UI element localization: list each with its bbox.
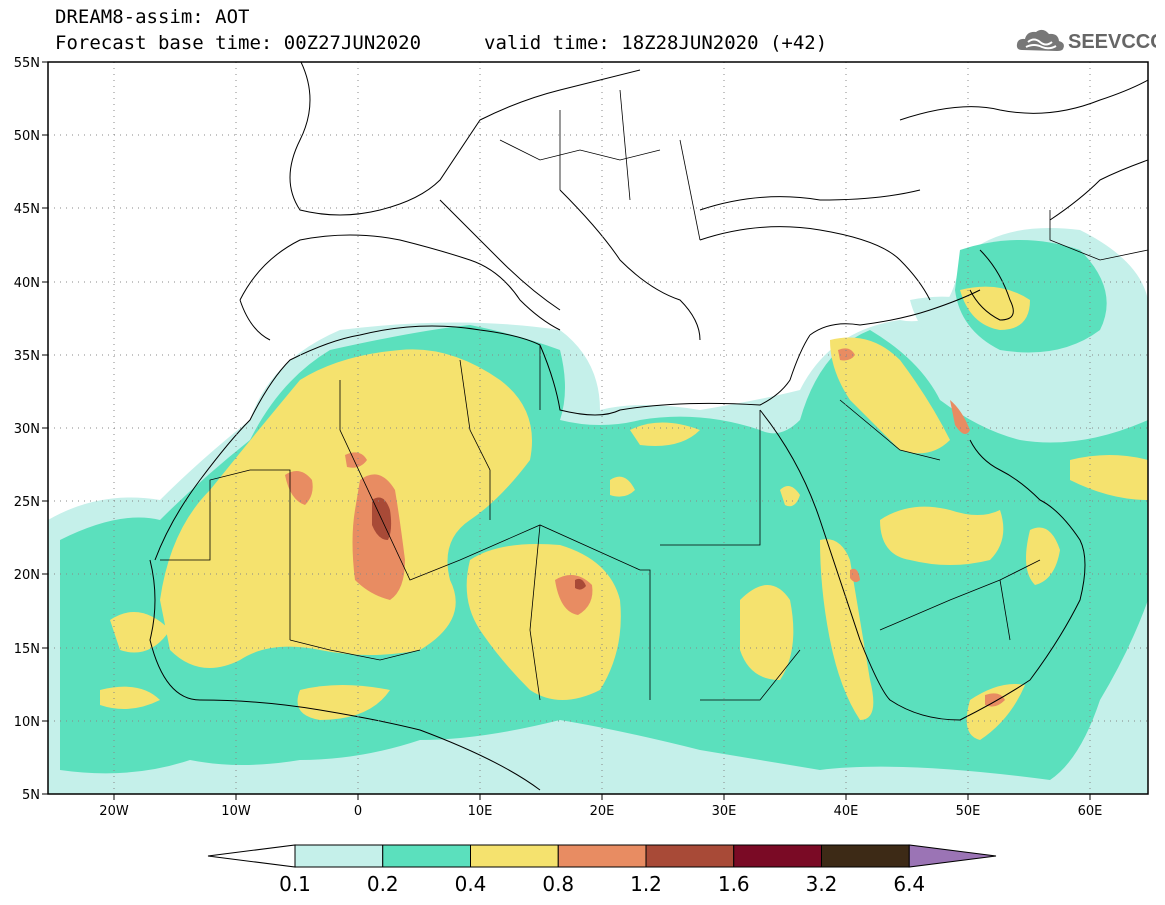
colorbar: 0.1 0.2 0.4 0.8 1.2 1.6 3.2 6.4 [207,844,997,896]
lon-label: 40E [834,804,859,819]
colorbar-right-arrow [908,844,997,868]
lon-label: 10W [221,804,251,819]
lon-label: 60E [1078,804,1103,819]
lat-label: 40N [14,276,40,291]
lon-label: 30E [712,804,737,819]
lon-label: 50E [956,804,981,819]
forecast-base-time: Forecast base time: 00Z27JUN2020 [55,32,422,54]
aot-band-0.8 [285,348,1005,707]
lon-label: 20E [590,804,615,819]
colorbar-label: 3.2 [806,872,838,896]
lat-label: 45N [14,202,40,217]
logo-text: SEEVCCC [1068,31,1156,53]
colorbar-label: 0.1 [279,872,311,896]
colorbar-segment [470,844,559,868]
colorbar-segment [557,844,647,868]
colorbar-label: 6.4 [893,872,925,896]
seevccc-logo: SEEVCCC [1016,25,1165,55]
colorbar-label: 0.4 [455,872,487,896]
lon-label: 10E [468,804,493,819]
colorbar-segment [733,844,822,868]
lon-labels: 20W 10W 0 10E 20E 30E 40E 50E 60E [99,804,1102,819]
colorbar-label: 0.2 [367,872,399,896]
lat-label: 50N [14,129,40,144]
lon-label: 20W [99,804,129,819]
lat-label: 15N [14,642,40,657]
colorbar-label: 0.8 [542,872,574,896]
lat-label: 20N [14,568,40,583]
lat-labels: 55N 50N 45N 40N 35N 30N 25N 20N 15N 10N … [14,56,40,803]
coastlines [149,62,1148,791]
lat-label: 30N [14,422,40,437]
colorbar-left-arrow [207,844,296,868]
tick-marks [42,61,1091,800]
lat-label: 5N [22,788,40,803]
country-borders [160,89,1148,701]
colorbar-label: 1.2 [630,872,662,896]
lat-label: 35N [14,349,40,364]
colorbar-label: 1.6 [718,872,750,896]
cloud-icon: SEEVCCC [1016,29,1165,53]
map-title: DREAM8-assim: AOT [55,6,250,28]
colorbar-segment [645,844,735,868]
colorbar-segment [382,844,471,868]
colorbar-segment [294,844,384,868]
aot-field [48,62,1148,794]
lat-label: 55N [14,56,40,71]
lat-label: 10N [14,715,40,730]
colorbar-segment [821,844,910,868]
lon-label: 0 [354,804,362,819]
lat-label: 25N [14,495,40,510]
valid-time: valid time: 18Z28JUN2020 (+42) [484,32,828,54]
lat-lon-grid [48,62,1148,794]
